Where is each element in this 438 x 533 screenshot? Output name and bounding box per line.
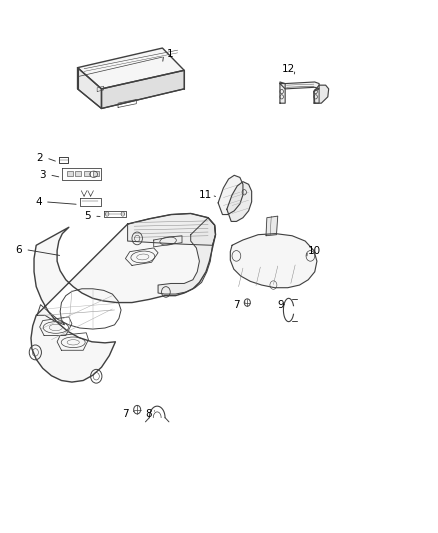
Text: 5: 5 xyxy=(84,211,91,221)
Text: 2: 2 xyxy=(36,153,43,163)
Text: 10: 10 xyxy=(307,246,321,256)
Polygon shape xyxy=(78,68,102,109)
Polygon shape xyxy=(227,182,252,221)
Bar xyxy=(67,171,73,176)
Polygon shape xyxy=(127,214,215,245)
Text: 11: 11 xyxy=(198,190,212,200)
Text: 6: 6 xyxy=(15,245,22,255)
Bar xyxy=(84,171,90,176)
Text: 12: 12 xyxy=(282,64,295,74)
Text: 8: 8 xyxy=(145,409,152,419)
Polygon shape xyxy=(314,85,328,103)
Polygon shape xyxy=(280,82,319,89)
Text: 1: 1 xyxy=(167,50,173,59)
Text: 7: 7 xyxy=(233,300,240,310)
Polygon shape xyxy=(280,82,285,103)
Polygon shape xyxy=(78,48,184,89)
Text: 4: 4 xyxy=(35,197,42,207)
Bar xyxy=(93,171,99,176)
Text: 7: 7 xyxy=(122,409,129,419)
Text: 9: 9 xyxy=(278,300,284,310)
Polygon shape xyxy=(218,175,243,215)
Polygon shape xyxy=(158,217,215,294)
Bar xyxy=(75,171,81,176)
Polygon shape xyxy=(230,233,317,288)
Text: 3: 3 xyxy=(39,170,46,180)
Polygon shape xyxy=(31,214,215,382)
Polygon shape xyxy=(266,216,278,236)
Polygon shape xyxy=(102,70,184,109)
